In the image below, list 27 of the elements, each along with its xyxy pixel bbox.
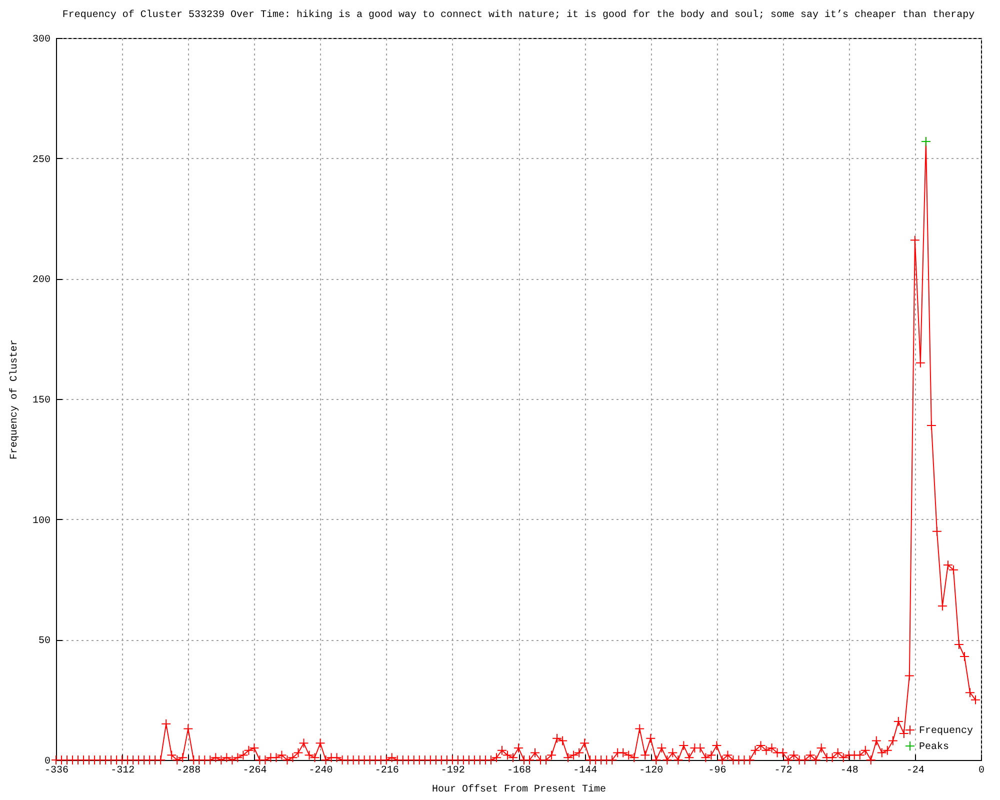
y-tick-label: 250 xyxy=(32,154,50,166)
y-tick-label: 50 xyxy=(38,636,50,648)
y-tick-label: 0 xyxy=(44,756,50,768)
x-axis-title: Hour Offset From Present Time xyxy=(432,784,606,796)
x-tick-label: -288 xyxy=(176,766,201,776)
y-tick-label: 100 xyxy=(32,516,50,527)
y-tick-label: 300 xyxy=(32,34,50,46)
x-tick-label: -24 xyxy=(906,766,924,776)
x-tick-label: -48 xyxy=(840,766,858,776)
x-tick-label: -72 xyxy=(774,766,792,776)
x-tick-label: -312 xyxy=(110,766,135,776)
y-axis-title: Frequency of Cluster xyxy=(8,339,20,460)
chart-title: Frequency of Cluster 533239 Over Time: hiking is a good way to connect with nature; it is good for the body and soul; some say it’s cheaper than therapy xyxy=(62,9,975,21)
x-tick-label: -216 xyxy=(374,766,399,776)
x-tick-label: -264 xyxy=(242,766,267,776)
x-tick-label: -240 xyxy=(308,766,333,776)
legend-label: Peaks xyxy=(919,741,950,753)
y-tick-label: 150 xyxy=(32,396,50,406)
x-tick-label: 0 xyxy=(978,766,985,776)
x-tick-label: -168 xyxy=(506,766,532,776)
x-tick-label: -96 xyxy=(708,766,726,776)
y-tick-label: 200 xyxy=(32,275,50,286)
x-tick-label: -192 xyxy=(440,766,465,776)
legend-label: Frequency xyxy=(919,726,974,737)
x-tick-label: -120 xyxy=(639,766,664,776)
x-tick-label: -336 xyxy=(44,766,69,776)
x-tick-label: -144 xyxy=(573,766,598,776)
